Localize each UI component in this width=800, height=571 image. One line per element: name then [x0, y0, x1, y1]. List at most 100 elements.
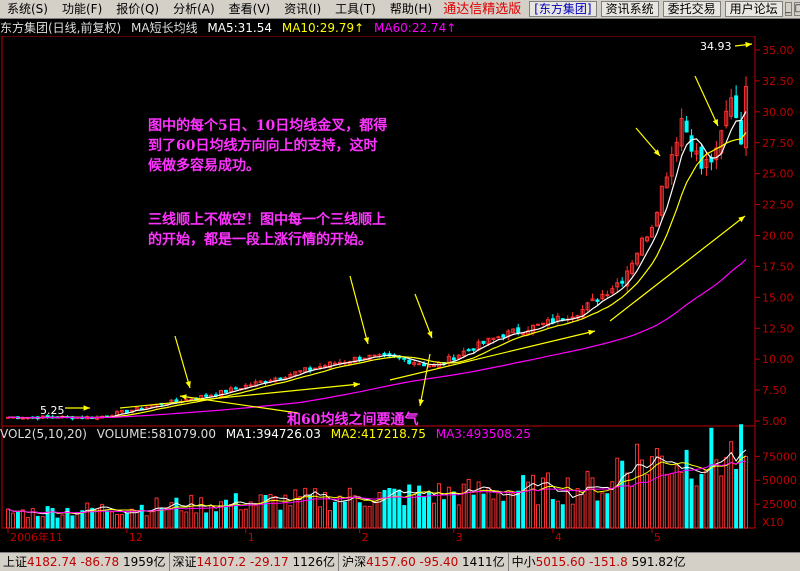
volume-axis: 75000 50000 25000 X10	[755, 450, 797, 529]
volume-bar	[362, 505, 367, 529]
volume-bar	[327, 510, 332, 529]
arrow-cross-5	[694, 75, 719, 127]
date-tick-label: 1	[248, 531, 255, 544]
kline-chart[interactable]: 35.0032.5030.0027.5025.0022.5020.0017.50…	[0, 36, 800, 552]
stock-name-button[interactable]: [东方集团]	[529, 1, 597, 17]
volume-bar	[630, 485, 635, 529]
volume-bar	[600, 492, 605, 529]
volume-bar	[278, 509, 283, 529]
candle-body	[615, 282, 620, 288]
volume-bar	[129, 508, 134, 529]
menu-quote[interactable]: 报价(Q)	[116, 1, 160, 16]
index-shanghai[interactable]: 上证4182.74 -86.78 1959亿	[0, 552, 170, 571]
volume-bar	[15, 511, 20, 529]
volume-bar	[625, 472, 630, 529]
volume-bar	[323, 491, 328, 529]
minimize-button[interactable]: _	[784, 2, 792, 16]
candle-body	[362, 357, 367, 360]
menu-view[interactable]: 查看(V)	[228, 1, 271, 16]
volume-bar	[446, 486, 451, 529]
volume-bar	[491, 498, 496, 529]
volume-bar	[159, 508, 164, 529]
volume-bar	[417, 485, 422, 529]
volume-bar	[60, 514, 65, 529]
volume-bar	[471, 494, 476, 529]
volume-bar	[565, 477, 570, 529]
maximize-button[interactable]: □	[793, 2, 800, 16]
volume-bar	[560, 504, 565, 529]
vol-ma2-line	[7, 455, 747, 514]
volume-bar	[313, 488, 318, 529]
volume-bar	[392, 488, 397, 529]
price-tick-label: 10.00	[762, 353, 794, 366]
volume-bar	[199, 497, 204, 529]
date-tick-label: 2	[362, 531, 369, 544]
price-tick-label: 15.00	[762, 291, 794, 304]
candle-body	[516, 327, 521, 334]
volume-bar	[268, 493, 273, 529]
volume-bar	[85, 502, 90, 529]
menu-analysis[interactable]: 分析(A)	[173, 1, 215, 16]
volume-bar	[20, 509, 25, 529]
arrow-cross-3-head	[427, 331, 433, 338]
candle-body	[496, 336, 501, 339]
volume-bar	[174, 497, 179, 529]
candle-body	[545, 319, 550, 327]
volume-bar	[149, 511, 154, 529]
candle-body	[218, 390, 223, 397]
volume-bar	[100, 503, 105, 529]
volume-bar	[352, 495, 357, 529]
price-tick-label: 25.00	[762, 168, 794, 181]
annotation-arrows	[65, 42, 753, 414]
forum-button[interactable]: 用户论坛	[724, 1, 783, 17]
volume-bar	[580, 494, 585, 529]
volume-bar	[659, 455, 664, 529]
candle-body	[644, 236, 649, 242]
volume-bar	[531, 474, 536, 529]
candle-body	[402, 357, 407, 360]
volume-bar	[501, 500, 506, 529]
candle-body	[481, 340, 486, 344]
menu-system[interactable]: 系统(S)	[7, 1, 48, 16]
candle-body	[124, 409, 129, 413]
annotation-three-lines-up: 三线顺上不做空！图中每一个三线顺上 的开始，都是一段上涨行情的开始。	[148, 210, 386, 250]
candle-body	[327, 361, 332, 368]
info-system-button[interactable]: 资讯系统	[600, 1, 659, 17]
candle-body	[739, 120, 744, 145]
volume-bar	[253, 503, 258, 529]
ma5-value: MA5:31.54	[207, 21, 273, 35]
candle-body	[724, 110, 729, 127]
volume-bar	[105, 510, 110, 529]
volume-bar	[526, 481, 531, 529]
arrow-trend-3-head	[738, 216, 745, 223]
menu-help[interactable]: 帮助(H)	[389, 1, 433, 16]
volume-bar	[466, 478, 471, 529]
volume-bar	[70, 515, 75, 529]
volume-bar	[674, 465, 679, 529]
arrow-trend-1	[119, 383, 361, 409]
volume-bar	[238, 509, 243, 529]
index-hushen[interactable]: 沪深4157.60 -95.40 1411亿	[339, 552, 509, 571]
index-smallcap[interactable]: 中小5015.60 -151.8 591.82亿	[511, 554, 686, 569]
arrow-ventilate-1	[179, 395, 299, 414]
candle-body	[323, 365, 328, 368]
volume-bar	[620, 460, 625, 529]
menu-tools[interactable]: 工具(T)	[335, 1, 376, 16]
volume-tick-label: 50000	[762, 474, 797, 487]
volume-bar	[367, 505, 372, 529]
volume-bar	[461, 483, 466, 529]
volume-bar	[139, 504, 144, 529]
volume-bar	[545, 472, 550, 529]
volume-bar	[110, 511, 115, 529]
index-shenzhen[interactable]: 深证14107.2 -29.17 1126亿	[170, 552, 340, 571]
volume-bar	[640, 459, 645, 529]
candle-body	[223, 389, 228, 393]
volume-bar	[486, 487, 491, 529]
menu-function[interactable]: 功能(F)	[61, 1, 103, 16]
candle-body	[204, 394, 209, 397]
trade-button[interactable]: 委托交易	[662, 1, 721, 17]
volume-bar	[124, 512, 129, 529]
menu-info[interactable]: 资讯(I)	[284, 1, 322, 16]
date-tick-label: 2006年11	[10, 530, 63, 544]
volume-bar	[233, 493, 238, 529]
